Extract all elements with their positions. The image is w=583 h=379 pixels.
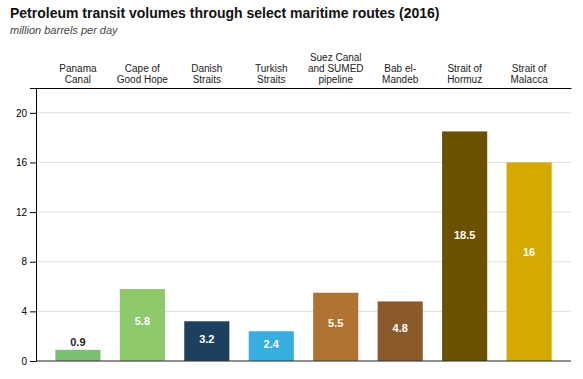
bar [313,293,358,361]
x-tick-label-line: Canal [65,74,91,85]
y-tick-label: 4 [21,306,27,317]
y-tick-label: 12 [16,207,28,218]
y-axis: 0 4 8 12 16 20 [16,89,37,367]
grid-line [36,361,571,362]
y-tick: 12 [16,207,36,218]
y-tick-label: 8 [21,256,27,267]
x-tick: Bab el-Mandeb [382,63,419,85]
y-tick-mark [30,361,36,362]
x-tick: Strait ofMalacca [510,63,548,85]
data-label: 0.9 [70,336,85,348]
y-tick-label: 16 [16,157,28,168]
bar [442,131,487,361]
data-label: 3.2 [199,333,214,345]
x-tick: Cape ofGood Hope [117,63,169,85]
x-tick-label: PanamaCanal [59,63,97,85]
x-tick-label: Bab el-Mandeb [382,63,419,85]
data-label: 16 [523,246,535,258]
grid-line [36,112,571,113]
grid-line [36,311,571,312]
y-tick-mark [30,162,36,163]
x-tick: PanamaCanal [59,63,97,85]
bar [249,331,294,361]
y-tick: 4 [21,306,36,317]
y-tick: 8 [21,256,36,267]
y-tick-label: 20 [16,108,28,119]
y-tick-label: 0 [21,356,27,367]
data-label: 5.5 [328,317,343,329]
data-label: 5.8 [135,315,150,327]
x-tick: TurkishStraits [255,63,287,85]
bar [55,350,100,361]
y-axis-line [30,89,37,362]
title: Petroleum transit volumes through select… [10,5,439,21]
y-tick-mark [30,113,36,114]
x-tick-label: Strait ofMalacca [510,63,548,85]
data-labels: 0.9 5.8 3.2 2.4 5.5 4.8 18.5 16 [70,229,535,351]
y-tick-mark [30,311,36,312]
x-tick-label-line: Panama [59,63,97,74]
y-tick-mark [30,262,36,263]
data-label: 2.4 [264,338,280,350]
grid-line [36,212,571,213]
x-tick-label: Suez Canaland SUMEDpipeline [308,52,364,85]
x-tick: Strait ofHormuz [447,63,482,85]
bars [55,131,551,361]
x-tick-label-line: Danish [191,63,222,74]
bar [184,321,229,361]
x-tick: DanishStraits [191,63,222,85]
x-tick-label-line: Bab el- [384,63,416,74]
bar [378,301,423,361]
y-tick: 20 [16,108,36,119]
x-tick-label: TurkishStraits [255,63,287,85]
data-label: 4.8 [393,322,408,334]
x-tick-label-line: Straits [257,74,285,85]
x-axis: PanamaCanalCape ofGood HopeDanishStraits… [37,52,572,89]
x-tick-label-line: Malacca [510,74,548,85]
x-axis-line [37,88,572,89]
x-tick-label-line: and SUMED [308,63,364,74]
x-tick-label-line: Suez Canal [310,52,362,63]
x-tick-label-line: Cape of [125,63,160,74]
x-tick-label-line: Hormuz [447,74,482,85]
baseline [36,361,571,362]
subtitle: million barrels per day [10,24,119,36]
x-tick-label-line: Good Hope [117,74,169,85]
plot: 0 4 8 12 16 20 PanamaCanal Cape ofGood Hope Dani… [16,52,572,367]
grid-line [36,261,571,262]
y-tick: 16 [16,157,36,168]
x-tick-label-line: Straits [193,74,221,85]
x-tick-label-line: Mandeb [382,74,419,85]
x-tick-label-line: Turkish [255,63,287,74]
x-tick-label-line: pipeline [318,74,353,85]
x-tick-label: DanishStraits [191,63,222,85]
x-tick-label: Strait ofHormuz [447,63,482,85]
x-tick: Suez Canaland SUMEDpipeline [308,52,364,85]
grid-line [36,162,571,163]
chart: Petroleum transit volumes through select… [0,0,583,379]
y-tick-mark [30,212,36,213]
data-label: 18.5 [454,229,475,241]
grid [36,113,571,361]
bar [507,162,552,361]
x-tick-label-line: Strait of [447,63,482,74]
x-tick-label-line: Strait of [512,63,547,74]
x-tick-label: Cape ofGood Hope [117,63,169,85]
y-tick: 0 [21,356,36,367]
bar [120,289,165,361]
